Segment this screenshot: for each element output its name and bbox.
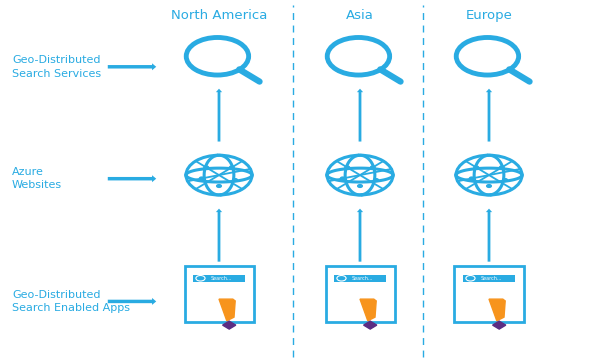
- Circle shape: [345, 166, 349, 169]
- Polygon shape: [223, 321, 236, 329]
- Circle shape: [474, 166, 478, 169]
- Circle shape: [469, 177, 474, 180]
- Circle shape: [358, 184, 362, 187]
- Polygon shape: [219, 299, 235, 321]
- Text: Asia: Asia: [346, 9, 374, 22]
- Circle shape: [340, 177, 345, 180]
- Circle shape: [204, 166, 208, 169]
- Polygon shape: [493, 321, 506, 329]
- Polygon shape: [364, 321, 377, 329]
- Polygon shape: [489, 299, 505, 321]
- Polygon shape: [360, 299, 376, 321]
- Text: Search...: Search...: [481, 276, 502, 281]
- Bar: [185, 266, 254, 322]
- Circle shape: [374, 179, 379, 182]
- Text: Geo-Distributed
Search Enabled Apps: Geo-Distributed Search Enabled Apps: [12, 290, 130, 313]
- Circle shape: [500, 166, 504, 169]
- Bar: [193, 275, 245, 282]
- Bar: [325, 266, 395, 322]
- Circle shape: [371, 166, 375, 169]
- Text: Azure
Websites: Azure Websites: [12, 167, 62, 191]
- Bar: [455, 266, 523, 322]
- Circle shape: [217, 184, 221, 187]
- Bar: [463, 275, 515, 282]
- Text: Search...: Search...: [211, 276, 232, 281]
- Circle shape: [230, 166, 234, 169]
- Text: Geo-Distributed
Search Services: Geo-Distributed Search Services: [12, 55, 101, 79]
- Circle shape: [233, 179, 238, 182]
- Text: Europe: Europe: [466, 9, 512, 22]
- Text: North America: North America: [171, 9, 267, 22]
- Bar: [334, 275, 386, 282]
- Text: Search...: Search...: [352, 276, 373, 281]
- Circle shape: [503, 179, 508, 182]
- Circle shape: [487, 184, 491, 187]
- Circle shape: [199, 177, 204, 180]
